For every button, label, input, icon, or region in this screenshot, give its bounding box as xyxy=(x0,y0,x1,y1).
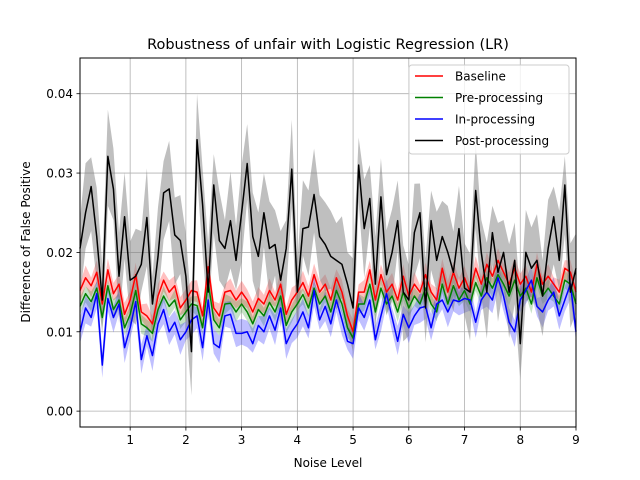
x-tick-label: 5 xyxy=(349,433,357,447)
y-axis-label: Difference of False Positive xyxy=(19,161,33,322)
legend-label: In-processing xyxy=(455,113,535,127)
y-axis: 0.00 0.01 0.02 0.03 0.04 xyxy=(46,87,80,419)
x-tick-label: 3 xyxy=(238,433,246,447)
y-tick-label: 0.02 xyxy=(46,246,73,260)
legend-label: Pre-processing xyxy=(455,91,543,105)
y-tick-label: 0.01 xyxy=(46,325,73,339)
series-line-post-processing xyxy=(79,138,577,353)
series-line-baseline xyxy=(79,259,577,333)
plot-frame xyxy=(79,57,577,428)
x-tick-label: 1 xyxy=(126,433,134,447)
x-axis: 1 2 3 4 5 6 7 8 9 xyxy=(126,427,580,447)
x-tick-label: 7 xyxy=(461,433,469,447)
series-line-pre-processing xyxy=(79,273,577,339)
series-lines xyxy=(79,138,577,366)
x-axis-label: Noise Level xyxy=(294,456,363,470)
x-tick-label: 4 xyxy=(294,433,302,447)
x-tick-label: 6 xyxy=(405,433,413,447)
x-tick-label: 8 xyxy=(516,433,524,447)
confidence-bands xyxy=(80,93,576,396)
y-tick-label: 0.03 xyxy=(46,167,73,181)
series-line-in-processing xyxy=(79,277,577,366)
legend-label: Post-processing xyxy=(455,134,549,148)
x-tick-label: 2 xyxy=(182,433,190,447)
chart-title: Robustness of unfair with Logistic Regre… xyxy=(147,37,509,53)
x-tick-label: 9 xyxy=(572,433,580,447)
legend: Baseline Pre-processing In-processing Post-… xyxy=(408,64,570,155)
band-post-processing xyxy=(80,93,576,396)
y-tick-label: 0.04 xyxy=(46,87,73,101)
legend-label: Baseline xyxy=(455,70,506,84)
y-tick-label: 0.00 xyxy=(46,405,73,419)
legend-box xyxy=(408,64,570,155)
